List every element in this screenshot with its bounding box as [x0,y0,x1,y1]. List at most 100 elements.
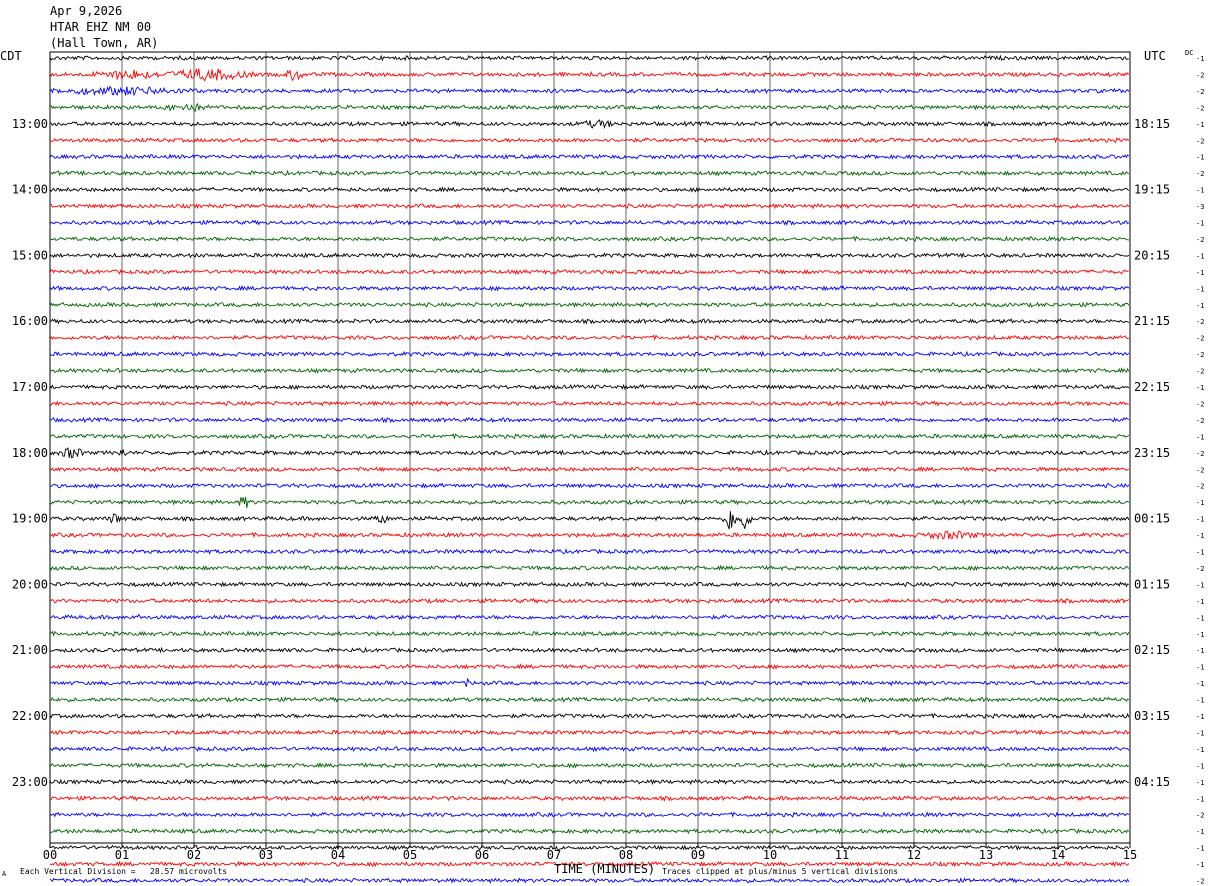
right-hour-label: 21:15 [1134,314,1170,328]
dc-offset-label: -1 [1196,861,1204,869]
dc-offset-label: -2 [1196,466,1204,474]
x-tick-label: 07 [547,848,561,862]
dc-offset-label: -2 [1196,170,1204,178]
trace-line-38 [49,678,1130,687]
trace-line-12 [49,252,1130,259]
dc-offset-label: -1 [1196,729,1204,737]
dc-offset-label: -2 [1196,878,1204,886]
trace-line-39 [49,696,1130,704]
left-hour-label: 17:00 [12,380,48,394]
scale-note: Each Vertical Division = 28.57 microvolt… [20,867,228,876]
clip-note: Traces clipped at plus/minus 5 vertical … [662,867,899,876]
dc-offset-label: -1 [1196,252,1204,260]
trace-line-2 [49,85,1130,97]
dc-column-label: DC [1185,49,1194,57]
trace-line-42 [49,745,1130,753]
trace-line-46 [49,811,1130,818]
station-location: (Hall Town, AR) [50,36,159,50]
dc-offset-label: -1 [1196,499,1204,507]
trace-line-8 [49,186,1130,193]
dc-offset-label: -3 [1196,203,1204,211]
trace-line-21 [49,400,1129,407]
dc-offset-label: -2 [1196,483,1204,491]
trace-line-41 [49,729,1130,736]
left-hour-label: 21:00 [12,643,48,657]
dc-offset-label: -2 [1196,812,1204,820]
trace-line-16 [49,318,1130,325]
dc-offset-label: -1 [1196,220,1204,228]
trace-line-28 [49,511,1130,530]
x-tick-label: 10 [763,848,777,862]
trace-line-0 [49,54,1129,62]
x-tick-label: 04 [331,848,345,862]
right-hour-label: 20:15 [1134,248,1170,262]
left-hour-label: 18:00 [12,446,48,460]
dc-offset-label: -1 [1196,746,1204,754]
dc-offset-label: -1 [1196,680,1204,688]
right-hour-label: 04:15 [1134,775,1170,789]
axis-labels: 00 01 02 03 04 05 06 07 08 09 10 11 12 13 14 15 -1 -2 -2 -2… [12,55,1205,886]
dc-offset-label: -1 [1196,647,1204,655]
right-hour-label: 23:15 [1134,446,1170,460]
right-hour-label: 00:15 [1134,512,1170,526]
trace-line-24 [49,447,1129,459]
dc-offset-label: -1 [1196,384,1204,392]
station-code: HTAR EHZ NM 00 [50,20,152,34]
left-hour-label: 23:00 [12,775,48,789]
dc-offset-label: -1 [1196,631,1204,639]
trace-line-15 [49,301,1130,309]
x-tick-label: 12 [907,848,921,862]
trace-line-20 [49,383,1130,391]
dc-offset-label: -1 [1196,598,1204,606]
left-hour-label: 13:00 [12,117,48,131]
trace-line-34 [49,613,1129,621]
trace-line-18 [49,350,1130,358]
x-tick-label: 15 [1123,848,1137,862]
dc-offset-label: -1 [1196,697,1204,705]
dc-offset-label: -2 [1196,137,1204,145]
x-tick-label: 14 [1051,848,1065,862]
x-tick-label: 01 [115,848,129,862]
trace-line-29 [49,530,1129,541]
left-hour-label: 22:00 [12,709,48,723]
trace-line-37 [49,663,1129,670]
trace-line-35 [49,630,1130,637]
trace-line-40 [49,712,1130,720]
left-hour-label: 16:00 [12,314,48,328]
x-tick-label: 00 [43,848,57,862]
trace-line-25 [49,465,1129,473]
trace-line-47 [49,827,1130,835]
dc-offset-label: -2 [1196,565,1204,573]
trace-line-11 [49,235,1129,243]
x-tick-label: 05 [403,848,417,862]
x-tick-label: 02 [187,848,201,862]
dc-offset-label: -1 [1196,154,1204,162]
x-axis-title: TIME (MINUTES) [554,862,656,876]
dc-offset-label: -1 [1196,795,1204,803]
trace-group [49,54,1130,884]
trace-line-4 [49,119,1129,129]
dc-offset-label: -1 [1196,269,1204,277]
x-tick-label: 11 [835,848,849,862]
dc-offset-label: -1 [1196,614,1204,622]
dc-offset-label: -2 [1196,88,1204,96]
trace-line-13 [49,268,1129,276]
trace-line-43 [49,761,1130,769]
trace-line-6 [49,153,1130,160]
trace-line-44 [49,778,1129,786]
right-hour-label: 18:15 [1134,117,1170,131]
dc-offset-label: -2 [1196,71,1204,79]
trace-line-30 [49,547,1129,555]
plot-grid [49,51,1131,848]
right-timezone-label: UTC [1144,49,1166,63]
dc-offset-label: -1 [1196,581,1204,589]
x-tick-label: 03 [259,848,273,862]
dc-offset-label: -1 [1196,121,1204,129]
trace-line-9 [49,202,1130,210]
trace-line-3 [49,102,1130,113]
dc-offset-label: -1 [1196,845,1204,853]
trace-line-23 [49,432,1130,440]
dc-offset-label: -1 [1196,516,1204,524]
trace-line-26 [49,482,1130,489]
left-hour-label: 19:00 [12,512,48,526]
